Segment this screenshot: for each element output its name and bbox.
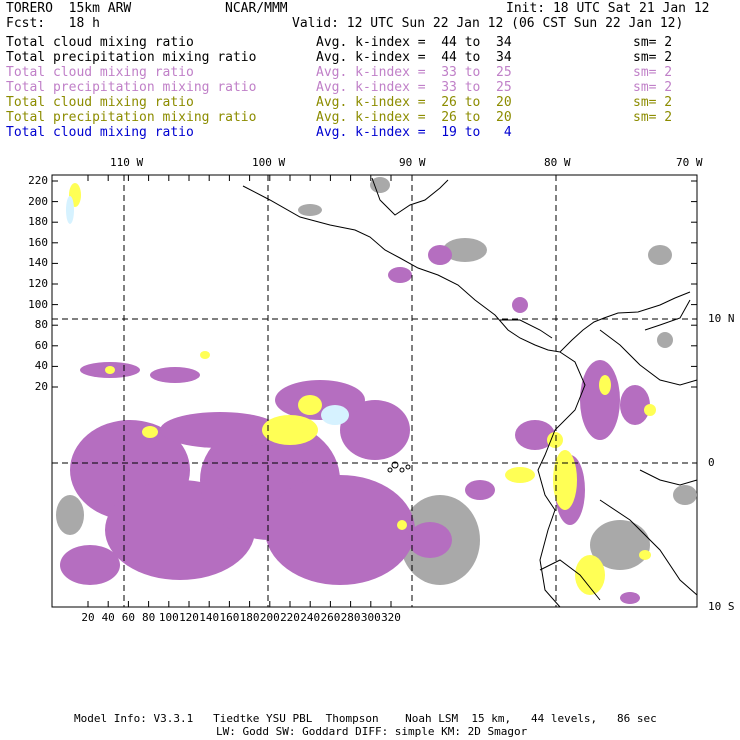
y-tick-label: 200: [28, 194, 48, 208]
latitude-label: 0: [708, 456, 715, 469]
legend-field: Total cloud mixing ratio: [6, 125, 194, 140]
y-tick-label: 140: [28, 256, 48, 270]
x-tick-label: 300: [360, 611, 381, 624]
tick-marks: [52, 175, 697, 607]
legend-smoothing: sm= 2: [633, 65, 673, 80]
x-tick-label: 180: [239, 611, 260, 624]
legend-field: Total precipitation mixing ratio: [6, 80, 257, 95]
x-tick-label: 60: [121, 611, 136, 624]
legend-smoothing: sm= 2: [633, 35, 673, 50]
longitude-label: 80 W: [544, 156, 571, 169]
legend-field: Total cloud mixing ratio: [6, 95, 194, 110]
legend-smoothing: sm= 2: [633, 50, 673, 65]
legend-smoothing: sm= 2: [633, 95, 673, 110]
galapagos-islands: [387, 461, 411, 473]
field-purple: [60, 245, 650, 604]
latitude-label: 10 N: [708, 312, 735, 325]
legend-stat: Avg. k-index = 44 to 34: [316, 50, 512, 65]
x-tick-label: 160: [219, 611, 240, 624]
legend-field: Total precipitation mixing ratio: [6, 110, 257, 125]
y-tick-label: 120: [28, 277, 48, 290]
forecast-hour: Fcst: 18 h: [6, 16, 100, 31]
x-tick-label: 260: [320, 611, 341, 624]
y-tick-label: 180: [28, 215, 48, 229]
longitude-label: 90 W: [399, 156, 426, 169]
legend-smoothing: sm= 2: [633, 110, 673, 125]
legend-stat: Avg. k-index = 26 to 20: [316, 110, 512, 125]
y-tick-label: 20: [34, 380, 48, 393]
y-tick-label: 220: [28, 174, 48, 187]
x-tick-label: 280: [340, 611, 361, 624]
longitude-label: 70 W: [676, 156, 703, 169]
legend-smoothing: sm= 2: [633, 80, 673, 95]
x-tick-label: 20: [81, 611, 95, 624]
legend-stat: Avg. k-index = 44 to 34: [316, 35, 512, 50]
latitude-label: 10 S: [708, 600, 735, 613]
legend-stat: Avg. k-index = 19 to 4: [316, 125, 512, 140]
y-tick-label: 80: [34, 318, 48, 332]
init-time: Init: 18 UTC Sat 21 Jan 12: [506, 1, 710, 16]
legend-field: Total precipitation mixing ratio: [6, 50, 257, 65]
model-title: TORERO 15km ARW: [6, 1, 132, 16]
organization: NCAR/MMM: [225, 1, 288, 16]
longitude-label: 110 W: [110, 156, 144, 169]
y-tick-label: 100: [28, 297, 48, 311]
valid-time: Valid: 12 UTC Sun 22 Jan 12 (06 CST Sun …: [292, 16, 684, 31]
longitude-label: 100 W: [252, 156, 286, 169]
legend-field: Total cloud mixing ratio: [6, 35, 194, 50]
x-tick-label: 100: [158, 611, 179, 624]
x-tick-label: 320: [381, 611, 401, 624]
x-tick-label: 120: [179, 611, 199, 624]
x-tick-label: 40: [101, 611, 115, 624]
x-tick-label: 220: [280, 611, 300, 624]
x-tick-label: 240: [300, 611, 321, 624]
field-yellow: [69, 183, 656, 595]
x-tick-label: 200: [259, 611, 280, 624]
field-cyan: [66, 196, 349, 425]
x-tick-label: 140: [199, 611, 220, 624]
x-tick-label: 80: [141, 611, 156, 624]
y-tick-label: 160: [28, 235, 48, 249]
footer-physics-info: LW: Godd SW: Goddard DIFF: simple KM: 2D…: [216, 725, 528, 738]
legend-stat: Avg. k-index = 33 to 25: [316, 80, 512, 95]
legend-stat: Avg. k-index = 26 to 20: [316, 95, 512, 110]
y-tick-label: 40: [34, 359, 48, 373]
legend-stat: Avg. k-index = 33 to 25: [316, 65, 512, 80]
footer-model-info: Model Info: V3.3.1 Tiedtke YSU PBL Thomp…: [74, 712, 657, 725]
legend-field: Total cloud mixing ratio: [6, 65, 194, 80]
coastline: [242, 177, 698, 608]
grid-lines: [52, 175, 697, 607]
y-tick-label: 60: [34, 338, 48, 352]
